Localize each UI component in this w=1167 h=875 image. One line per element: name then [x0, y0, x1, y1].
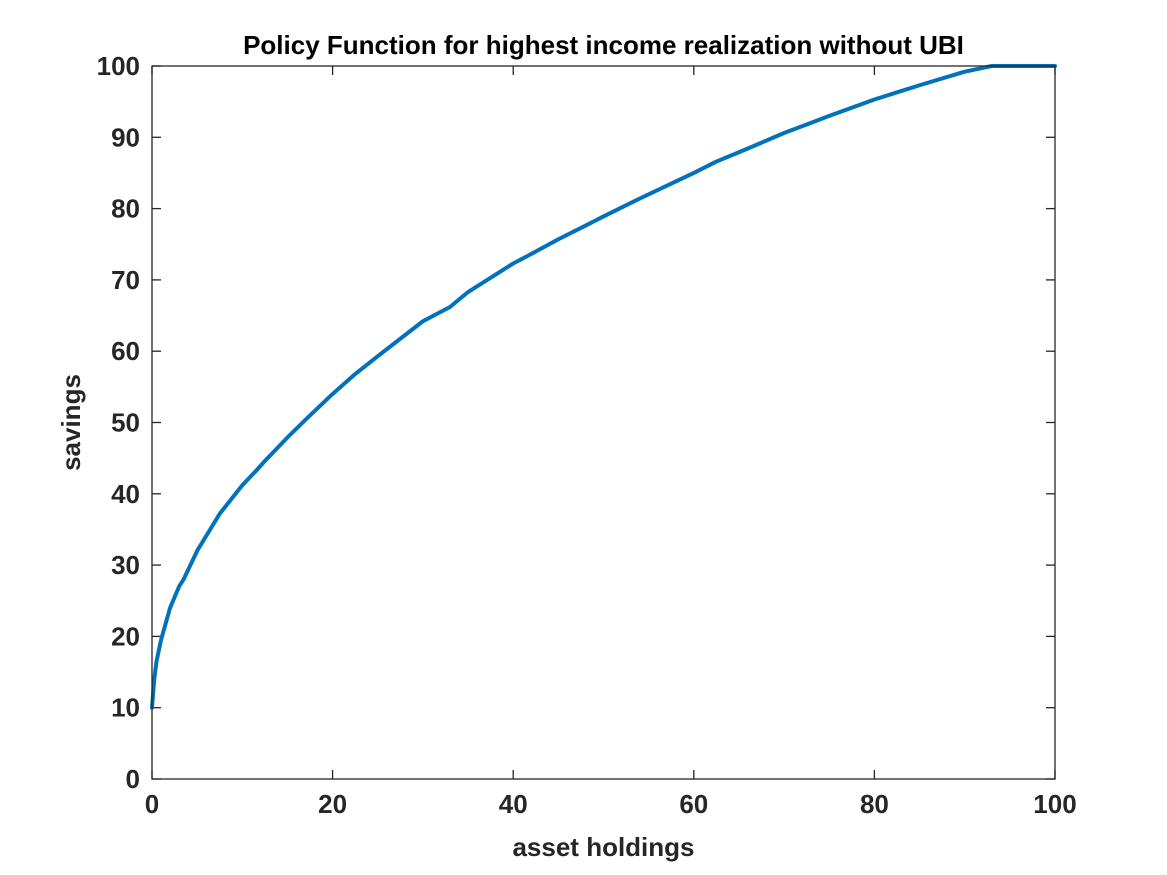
y-tick-label: 10: [111, 693, 140, 723]
tick-labels: 0 20 40 60 80 100 0 10 20 30 40 50 60 70 80 90 100: [97, 51, 1077, 819]
x-tick-label: 0: [145, 789, 159, 819]
x-tick-label: 60: [679, 789, 708, 819]
y-axis-label: savings: [56, 374, 86, 471]
x-tick-label: 40: [499, 789, 528, 819]
series-line: [150, 64, 1057, 710]
y-tick-label: 80: [111, 194, 140, 224]
plot-frame: [151, 65, 1056, 780]
y-tick-label: 0: [126, 764, 140, 794]
y-tick-label: 100: [97, 51, 140, 81]
x-tick-label: 20: [318, 789, 347, 819]
chart-title: Policy Function for highest income reali…: [243, 30, 964, 60]
x-axis-label: asset holdings: [512, 832, 694, 862]
plot-area: [152, 66, 1055, 779]
y-tick-label: 40: [111, 479, 140, 509]
x-tick-label: 80: [860, 789, 889, 819]
y-tick-label: 60: [111, 336, 140, 366]
y-tick-label: 30: [111, 550, 140, 580]
y-tick-label: 50: [111, 408, 140, 438]
x-tick-label: 100: [1033, 789, 1076, 819]
y-tick-label: 20: [111, 621, 140, 651]
y-tick-label: 70: [111, 265, 140, 295]
y-tick-label: 90: [111, 122, 140, 152]
